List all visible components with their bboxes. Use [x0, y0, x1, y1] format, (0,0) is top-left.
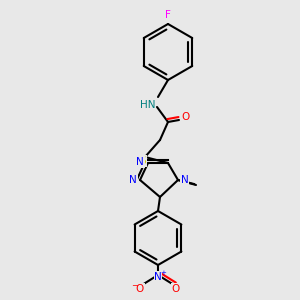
Text: +: + [160, 270, 166, 276]
Text: N: N [136, 157, 144, 167]
Text: O: O [172, 284, 180, 294]
Text: S: S [140, 156, 146, 166]
Text: HN: HN [140, 100, 156, 110]
Text: N: N [129, 175, 137, 185]
Text: O: O [136, 284, 144, 294]
Text: N: N [181, 175, 189, 185]
Text: F: F [165, 10, 171, 20]
Text: O: O [182, 112, 190, 122]
Text: N: N [154, 272, 162, 282]
Text: −: − [131, 281, 139, 290]
